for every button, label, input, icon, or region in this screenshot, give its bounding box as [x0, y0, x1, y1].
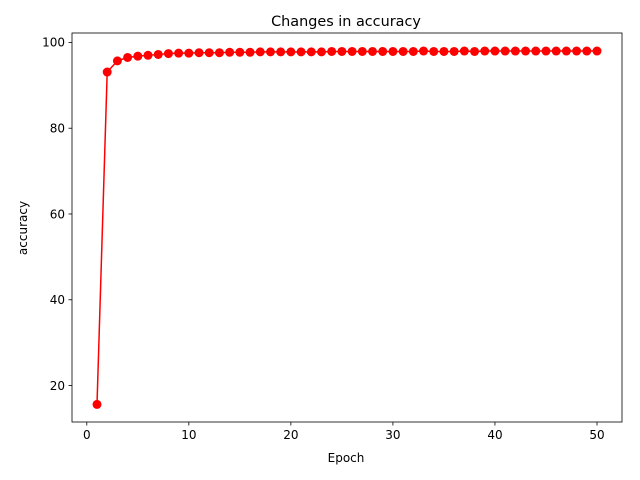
data-point: [388, 46, 398, 56]
data-point: [347, 46, 357, 56]
data-point: [510, 46, 520, 56]
y-tick-label: 60: [50, 207, 65, 221]
data-point: [143, 50, 153, 60]
x-tick-label: 40: [487, 428, 502, 442]
x-tick-label: 30: [385, 428, 400, 442]
data-point: [459, 46, 469, 56]
data-point: [357, 46, 367, 56]
data-point: [123, 52, 133, 62]
data-point: [102, 67, 112, 77]
data-point: [592, 46, 602, 56]
y-tick-label: 100: [42, 36, 65, 50]
data-point: [153, 49, 163, 59]
data-point: [296, 47, 306, 57]
data-point: [92, 399, 102, 409]
data-point: [439, 46, 449, 56]
data-point: [163, 49, 173, 59]
data-point: [265, 47, 275, 57]
data-point: [368, 46, 378, 56]
data-point: [470, 46, 480, 56]
data-point: [235, 47, 245, 57]
data-point: [378, 46, 388, 56]
data-point: [480, 46, 490, 56]
data-point: [245, 47, 255, 57]
data-point: [204, 48, 214, 58]
data-point: [174, 48, 184, 58]
x-tick-label: 0: [83, 428, 91, 442]
x-tick-label: 50: [589, 428, 604, 442]
data-point: [316, 47, 326, 57]
data-point: [398, 46, 408, 56]
data-point: [572, 46, 582, 56]
data-point: [561, 46, 571, 56]
y-tick-label: 80: [50, 122, 65, 136]
x-tick-label: 20: [283, 428, 298, 442]
chart-title: Changes in accuracy: [271, 14, 421, 30]
data-point: [449, 46, 459, 56]
data-point: [419, 46, 429, 56]
y-axis-ticks: 20 40 60 80 100: [42, 36, 72, 393]
x-tick-label: 10: [181, 428, 196, 442]
data-point: [551, 46, 561, 56]
axes-frame: [71, 32, 623, 423]
y-axis-label: accuracy: [16, 201, 30, 255]
y-tick-label: 20: [50, 379, 65, 393]
series-layer: [92, 46, 602, 409]
data-point: [184, 48, 194, 58]
x-axis-ticks: 0 10 20 30 40 50: [83, 422, 605, 442]
data-point: [255, 47, 265, 57]
data-point: [327, 46, 337, 56]
data-point: [225, 47, 235, 57]
data-point: [276, 47, 286, 57]
data-point: [429, 46, 439, 56]
data-point: [531, 46, 541, 56]
data-point: [133, 51, 143, 61]
data-point: [286, 47, 296, 57]
data-point: [112, 56, 122, 66]
data-point: [490, 46, 500, 56]
x-axis-label: Epoch: [328, 451, 365, 465]
data-point: [582, 46, 592, 56]
data-point: [194, 48, 204, 58]
data-point: [500, 46, 510, 56]
data-point: [306, 47, 316, 57]
data-point: [214, 48, 224, 58]
data-point: [337, 46, 347, 56]
data-point: [408, 46, 418, 56]
data-point: [521, 46, 531, 56]
data-point: [541, 46, 551, 56]
y-tick-label: 40: [50, 293, 65, 307]
